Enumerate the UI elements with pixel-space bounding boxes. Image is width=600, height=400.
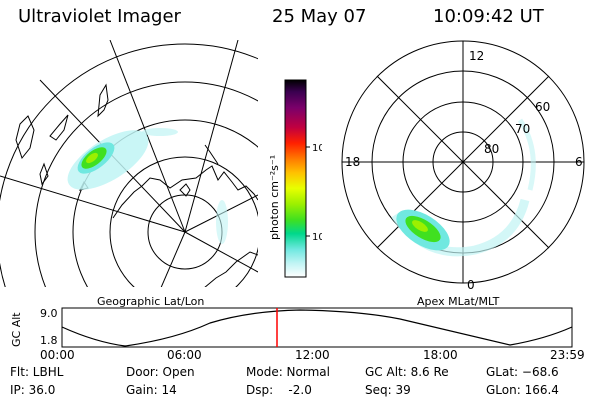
aurora-core [412, 220, 428, 232]
status-glat: GLat: −68.6 [486, 365, 559, 379]
mlt-label-bottom: 0 [467, 278, 475, 292]
x-tick-2359: 23:59 [550, 348, 585, 362]
colorbar: 100 10 photon cm⁻²s⁻¹ [268, 79, 322, 278]
colorbar-gradient [284, 79, 307, 278]
date-label: 25 May 07 [272, 6, 367, 27]
time-label: 10:09:42 UT [433, 6, 544, 27]
instrument-title: Ultraviolet Imager [18, 6, 181, 27]
lat-circle [72, 119, 258, 287]
coastline [204, 144, 219, 165]
lon-line [184, 40, 239, 233]
mlt-label-top: 12 [469, 49, 484, 63]
status-mode: Mode: Normal [246, 365, 330, 379]
lon-line [109, 40, 186, 233]
x-tick-0000: 00:00 [40, 348, 75, 362]
colorbar-tick-10: 10 [312, 232, 322, 243]
status-gc-alt: GC Alt: 8.6 Re [365, 365, 449, 379]
x-tick-0600: 06:00 [167, 348, 202, 362]
coastline [39, 162, 49, 186]
orbit-altitude-curve [61, 309, 573, 347]
lat-circle [34, 81, 258, 287]
mlt-label-right: 6 [575, 155, 583, 169]
lon-line [0, 175, 186, 233]
status-door: Door: Open [126, 365, 195, 379]
aurora-glow [216, 200, 228, 244]
coastline [112, 165, 258, 287]
status-ip: IP: 36.0 [10, 383, 56, 397]
colorbar-unit-label: photon cm⁻²s⁻¹ [268, 155, 281, 240]
orbit-timeline: 9.0 1.8 GC Alt 00:00 06:00 12:00 18:00 2… [10, 307, 585, 362]
lat-circle [0, 43, 258, 287]
colorbar-tick-100: 100 [312, 143, 322, 154]
geographic-caption: Geographic Lat/Lon [97, 295, 205, 308]
lat-label-80: 80 [484, 142, 499, 156]
lat-circle [109, 156, 258, 287]
x-tick-1200: 12:00 [295, 348, 330, 362]
status-glon: GLon: 166.4 [486, 383, 559, 397]
status-filter: Flt: LBHL [10, 365, 64, 379]
y-axis-label: GC Alt [10, 312, 23, 347]
status-dsp: Dsp: -2.0 [246, 383, 312, 397]
y-tick-9: 9.0 [40, 307, 58, 320]
status-seq: Seq: 39 [365, 383, 411, 397]
coastline [97, 83, 109, 118]
lat-label-70: 70 [515, 122, 530, 136]
aurora-core [86, 152, 98, 164]
aurora-glow [142, 128, 178, 136]
mlt-label-left: 18 [345, 155, 360, 169]
y-tick-1-8: 1.8 [40, 334, 58, 347]
lat-label-60: 60 [535, 100, 550, 114]
lon-line [160, 231, 186, 287]
aurora-glow [517, 118, 536, 191]
x-tick-1800: 18:00 [423, 348, 458, 362]
magnetic-polar-plot: 12 18 6 0 60 70 80 [341, 40, 585, 292]
coastline [49, 114, 69, 141]
coastline [15, 115, 35, 160]
status-gain: Gain: 14 [126, 383, 177, 397]
coastline [179, 183, 191, 197]
geographic-map [0, 40, 258, 287]
lon-line [184, 231, 258, 273]
magnetic-caption: Apex MLat/MLT [417, 295, 500, 308]
